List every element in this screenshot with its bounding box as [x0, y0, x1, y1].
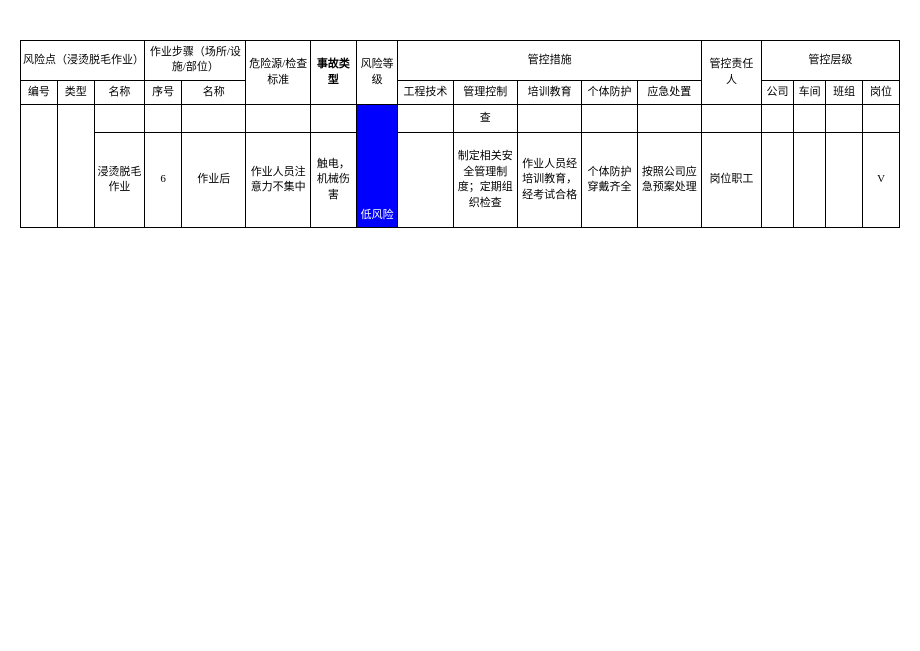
cell-position: V: [863, 133, 900, 228]
cell-name: 浸烫脱毛作业: [94, 133, 145, 228]
header-row-1: 风险点（浸烫脱毛作业） 作业步骤（场所/设施/部位） 危险源/检查标准 事故类型…: [21, 41, 900, 81]
cell-partial-company: [761, 105, 793, 133]
cell-partial-workshop: [794, 105, 826, 133]
cell-emergency: 按照公司应急预案处理: [637, 133, 701, 228]
header-control-person: 管控责任人: [702, 41, 762, 105]
header-eng-tech: 工程技术: [398, 80, 453, 104]
header-emergency: 应急处置: [637, 80, 701, 104]
cell-number: [21, 105, 58, 228]
header-team: 班组: [826, 80, 863, 104]
header-workshop: 车间: [794, 80, 826, 104]
cell-workshop: [794, 133, 826, 228]
cell-partial-ppe: [582, 105, 637, 133]
cell-team: [826, 133, 863, 228]
cell-hazard: 作业人员注意力不集中: [246, 133, 310, 228]
header-control-measures: 管控措施: [398, 41, 702, 81]
header-type: 类型: [57, 80, 94, 104]
cell-partial-position: [863, 105, 900, 133]
cell-partial-name: [94, 105, 145, 133]
cell-seq: 6: [145, 133, 182, 228]
header-training: 培训教育: [517, 80, 581, 104]
cell-partial-person: [702, 105, 762, 133]
cell-ppe: 个体防护穿戴齐全: [582, 133, 637, 228]
cell-company: [761, 133, 793, 228]
cell-partial-seq: [145, 105, 182, 133]
header-ppe: 个体防护: [582, 80, 637, 104]
table-row-main: 浸烫脱毛作业 6 作业后 作业人员注意力不集中 触电，机械伤害 制定相关安全管理…: [21, 133, 900, 228]
header-number: 编号: [21, 80, 58, 104]
header-hazard: 危险源/检查标准: [246, 41, 310, 105]
header-row-2: 编号 类型 名称 序号 名称 工程技术 管理控制 培训教育 个体防护 应急处置 …: [21, 80, 900, 104]
header-accident: 事故类型: [310, 41, 356, 105]
cell-eng-tech: [398, 133, 453, 228]
header-risk-level: 风险等级: [356, 41, 397, 105]
header-company: 公司: [761, 80, 793, 104]
header-step-name: 名称: [182, 80, 246, 104]
risk-table: 风险点（浸烫脱毛作业） 作业步骤（场所/设施/部位） 危险源/检查标准 事故类型…: [20, 40, 900, 228]
cell-mgmt-control: 制定相关安全管理制度；定期组织检查: [453, 133, 517, 228]
header-control-level: 管控层级: [761, 41, 899, 81]
cell-partial-eng: [398, 105, 453, 133]
header-seq: 序号: [145, 80, 182, 104]
cell-type: [57, 105, 94, 228]
cell-partial-stepname: [182, 105, 246, 133]
cell-partial-mgmt: 查: [453, 105, 517, 133]
cell-step-name: 作业后: [182, 133, 246, 228]
header-mgmt-control: 管理控制: [453, 80, 517, 104]
header-risk-point: 风险点（浸烫脱毛作业）: [21, 41, 145, 81]
table-row-partial: 低风险 查: [21, 105, 900, 133]
cell-partial-hazard: [246, 105, 310, 133]
cell-partial-emergency: [637, 105, 701, 133]
cell-partial-accident: [310, 105, 356, 133]
header-name: 名称: [94, 80, 145, 104]
cell-control-person: 岗位职工: [702, 133, 762, 228]
cell-partial-training: [517, 105, 581, 133]
header-position: 岗位: [863, 80, 900, 104]
cell-partial-team: [826, 105, 863, 133]
cell-risk-level: 低风险: [356, 105, 397, 228]
header-step-group: 作业步骤（场所/设施/部位）: [145, 41, 246, 81]
cell-training: 作业人员经培训教育，经考试合格: [517, 133, 581, 228]
cell-accident: 触电，机械伤害: [310, 133, 356, 228]
